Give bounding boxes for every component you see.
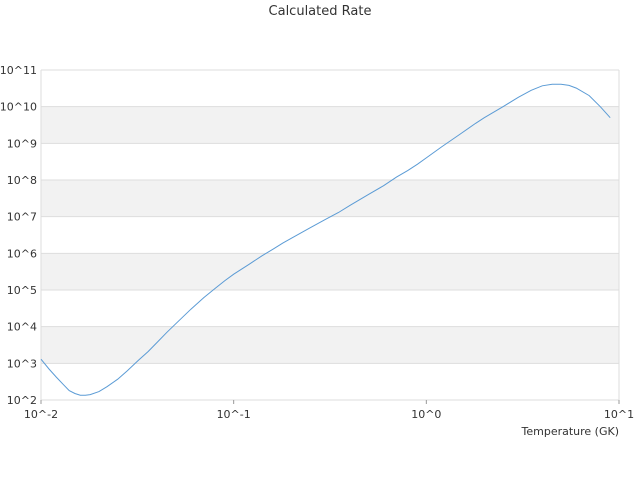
x-tick-label: 10^-2 — [24, 408, 58, 421]
series-layer — [40, 83, 611, 396]
y-tick-label: 10^6 — [7, 247, 37, 260]
x-tick-label: 10^1 — [604, 408, 634, 421]
y-tick-label: 10^10 — [0, 101, 37, 114]
x-tick-label: 10^0 — [411, 408, 441, 421]
series-line — [40, 83, 611, 396]
y-tick-label: 10^5 — [7, 284, 37, 297]
y-axis-ticks: 10^2 10^3 10^4 10^5 10^6 10^7 10^8 10^9 10^10 10^… — [0, 64, 37, 407]
y-tick-label: 10^8 — [7, 174, 37, 187]
grid-lines — [40, 69, 620, 401]
background-band — [41, 253, 619, 290]
y-tick-label: 10^11 — [0, 64, 37, 77]
y-tick-label: 10^9 — [7, 137, 37, 150]
x-axis-ticks: 10^-2 10^-1 10^0 10^1 — [24, 400, 634, 421]
background-bands — [41, 106, 619, 364]
y-tick-label: 10^2 — [7, 394, 37, 407]
x-axis-title: Temperature (GK) — [521, 425, 620, 438]
y-tick-label: 10^4 — [7, 321, 37, 334]
background-band — [41, 106, 619, 144]
x-tick-label: 10^-1 — [217, 408, 251, 421]
chart-title: Calculated Rate — [268, 4, 372, 19]
background-band — [41, 180, 619, 217]
background-band — [41, 326, 619, 364]
y-tick-label: 10^7 — [7, 211, 37, 224]
y-tick-label: 10^3 — [7, 357, 37, 370]
